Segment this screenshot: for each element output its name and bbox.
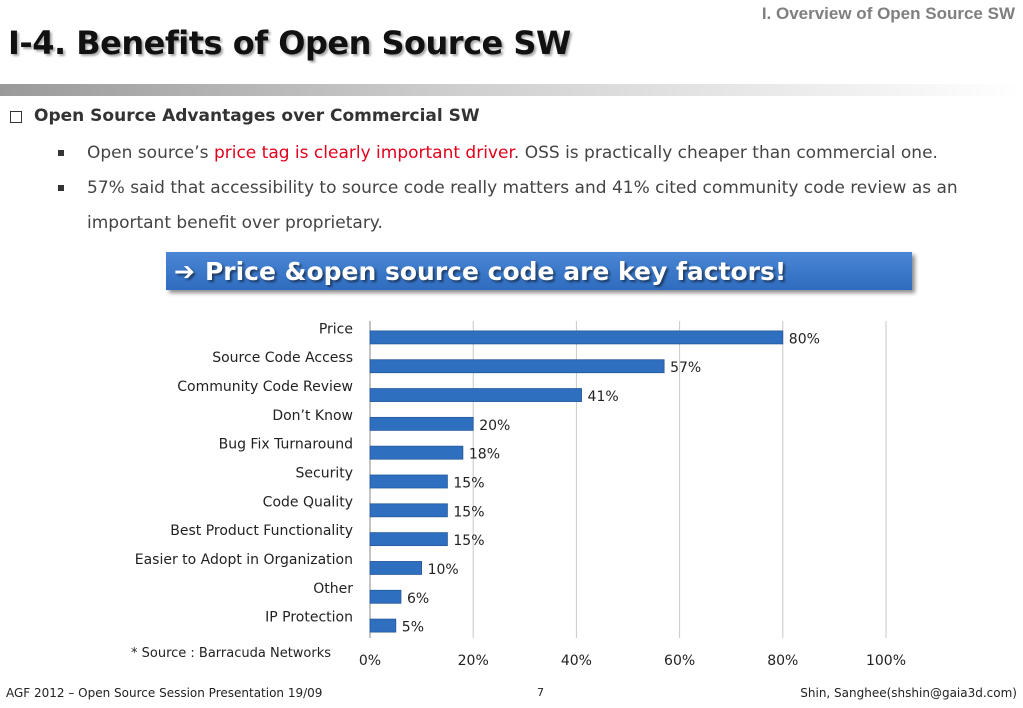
data-label: 6% (407, 591, 429, 607)
bullet-text-1: Open source’s price tag is clearly impor… (87, 143, 938, 163)
data-label: 10% (428, 562, 459, 578)
data-label: 41% (588, 389, 619, 405)
bar (369, 388, 582, 402)
x-tick-label: 40% (561, 653, 592, 669)
bar (369, 416, 474, 431)
slide-title: I-4. Benefits of Open Source SW (8, 24, 571, 62)
bullet-item-1: Open source’s price tag is clearly impor… (58, 136, 999, 171)
data-label: 15% (453, 533, 484, 549)
bullet-text-2: 57% said that accessibility to source co… (87, 178, 958, 233)
highlight-text: price tag is clearly important driver (213, 143, 514, 163)
title-rule (0, 84, 1023, 96)
bar (369, 445, 464, 460)
source-note: * Source : Barracuda Networks (131, 646, 332, 661)
bar (369, 503, 448, 518)
callout-text: Price &open source code are key factors! (204, 256, 787, 286)
square-bullet-icon (58, 150, 64, 156)
bar (369, 532, 448, 547)
category-label: Easier to Adopt in Organization (135, 552, 353, 568)
bar (369, 474, 448, 489)
key-factors-callout: ➔ Price &open source code are key factor… (166, 252, 912, 290)
bar (369, 618, 397, 633)
category-label: Price (319, 321, 353, 337)
x-tick-label: 80% (767, 653, 798, 669)
category-label: Code Quality (263, 494, 353, 510)
bar (369, 359, 665, 374)
heading-text: Open Source Advantages over Commercial S… (34, 106, 480, 126)
category-label: Bug Fix Turnaround (219, 437, 353, 453)
bar (369, 330, 784, 345)
data-label: 18% (469, 447, 500, 463)
bar (369, 561, 422, 575)
footer-author: Shin, Sanghee(shshin@gaia3d.com) (800, 686, 1017, 700)
footer-page-number: 7 (537, 686, 544, 699)
category-label: Security (296, 466, 354, 482)
data-label: 15% (453, 476, 484, 492)
square-bullet-icon (58, 185, 64, 191)
category-label: Community Code Review (177, 379, 353, 395)
bar (369, 589, 402, 604)
heading-bullet: Open Source Advantages over Commercial S… (10, 106, 480, 126)
arrow-right-icon: ➔ (174, 256, 195, 286)
bullet-item-2: 57% said that accessibility to source co… (58, 171, 999, 241)
footer-presentation: AGF 2012 – Open Source Session Presentat… (6, 686, 323, 700)
data-label: 20% (479, 418, 510, 434)
x-tick-label: 0% (359, 653, 381, 669)
data-label: 5% (402, 620, 424, 636)
x-tick-label: 100% (866, 653, 906, 669)
checkbox-bullet-icon (10, 111, 22, 123)
category-label: Don’t Know (272, 408, 353, 424)
category-label: Source Code Access (212, 350, 353, 366)
category-label: Other (313, 581, 353, 597)
section-label: I. Overview of Open Source SW (761, 4, 1015, 23)
data-label: 57% (670, 360, 701, 376)
category-label: Best Product Functionality (170, 523, 353, 539)
data-label: 15% (453, 504, 484, 520)
x-tick-label: 60% (664, 653, 695, 669)
category-label: IP Protection (265, 610, 353, 626)
x-tick-label: 20% (458, 653, 489, 669)
data-label: 80% (789, 331, 820, 347)
